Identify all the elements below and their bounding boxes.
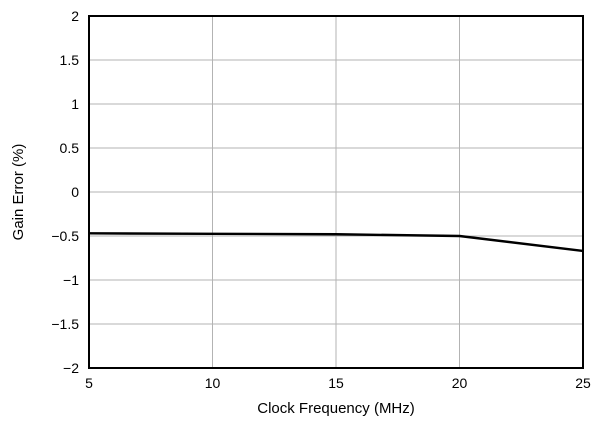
plot-frame	[88, 15, 584, 369]
y-tick-label: 2	[71, 8, 79, 24]
x-tick-label: 25	[575, 375, 591, 391]
y-tick-label: 0	[71, 184, 79, 200]
y-tick-label: −2	[63, 360, 79, 376]
x-axis-label: Clock Frequency (MHz)	[257, 400, 415, 417]
series-layer	[88, 232, 584, 253]
x-tick-label: 10	[205, 375, 221, 391]
y-tick-label: 1	[71, 96, 79, 112]
y-tick-label: −0.5	[51, 228, 79, 244]
y-tick-label: 0.5	[60, 140, 80, 156]
grid	[88, 15, 584, 369]
series-line	[88, 232, 584, 253]
y-axis-label: Gain Error (%)	[10, 144, 27, 241]
x-tick-label: 5	[85, 375, 93, 391]
x-tick-label: 15	[328, 375, 344, 391]
y-axis-ticks: −2 −1.5 −1 −0.5 0 0.5 1 1.5 2	[51, 8, 79, 376]
x-tick-label: 20	[452, 375, 468, 391]
y-tick-label: −1	[63, 272, 79, 288]
y-tick-label: 1.5	[60, 52, 80, 68]
y-tick-label: −1.5	[51, 316, 79, 332]
x-axis-ticks: 5 10 15 20 25	[85, 375, 591, 391]
